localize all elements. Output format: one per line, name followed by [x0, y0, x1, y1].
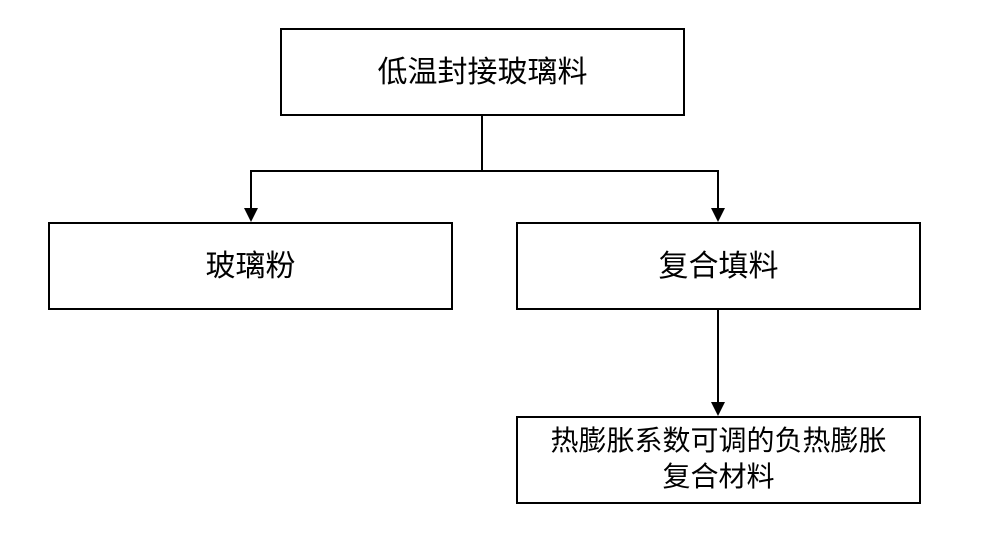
connector-right-drop [717, 170, 719, 208]
arrowhead-right [711, 208, 725, 222]
flow-node-right: 复合填料 [516, 222, 921, 310]
flow-node-bottom: 热膨胀系数可调的负热膨胀复合材料 [516, 416, 921, 504]
flow-node-right-label: 复合填料 [659, 247, 779, 286]
flow-node-left: 玻璃粉 [48, 222, 453, 310]
flow-node-bottom-label: 热膨胀系数可调的负热膨胀复合材料 [538, 424, 899, 497]
flow-node-top: 低温封接玻璃料 [280, 28, 685, 116]
connector-left-drop [250, 170, 252, 208]
connector-right-to-bottom [717, 310, 719, 402]
connector-top-stem [481, 116, 483, 170]
flow-node-left-label: 玻璃粉 [206, 247, 296, 286]
connector-horizontal-split [251, 170, 719, 172]
arrowhead-left [244, 208, 258, 222]
arrowhead-bottom [711, 402, 725, 416]
flow-node-top-label: 低温封接玻璃料 [378, 53, 588, 92]
